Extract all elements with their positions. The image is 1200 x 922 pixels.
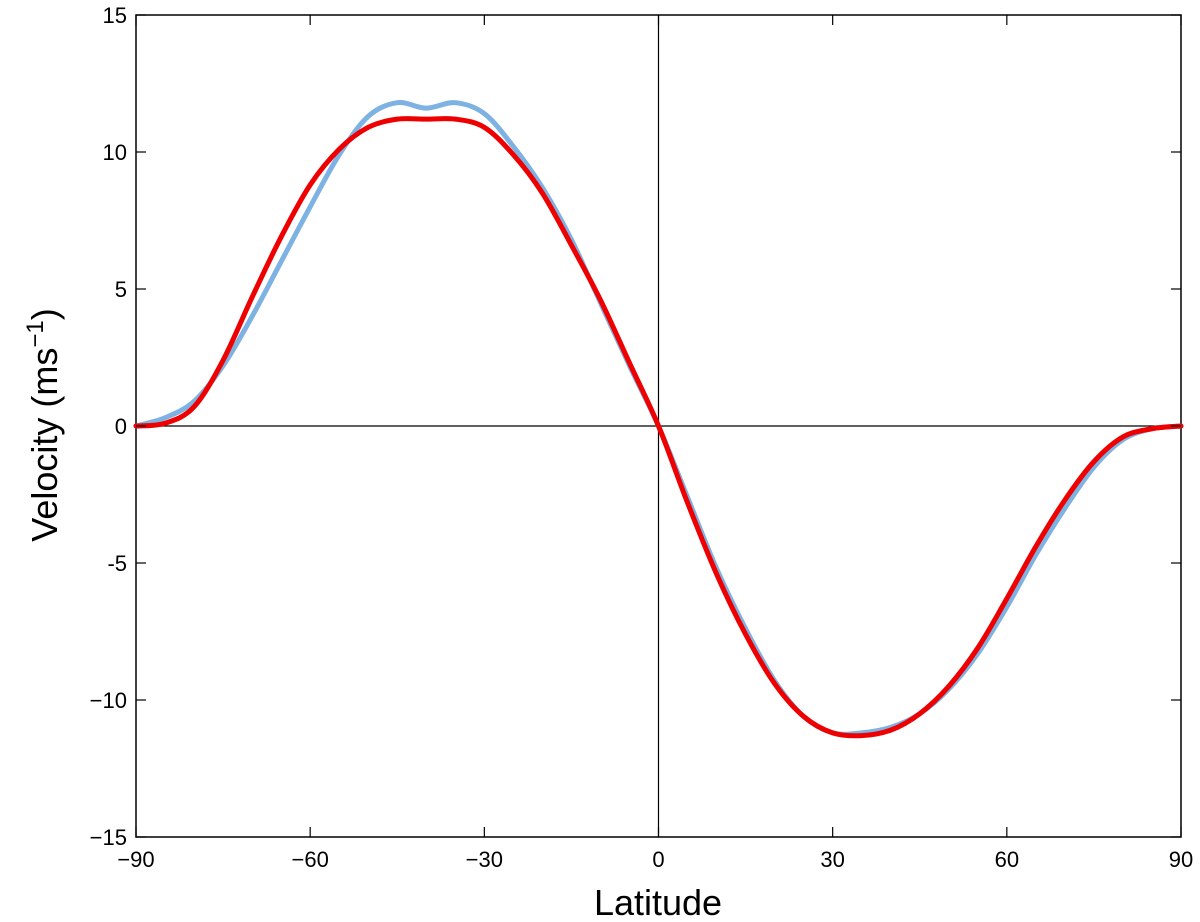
y-tick-label: 5 (115, 277, 127, 302)
y-axis-title-superscript: −1 (22, 320, 49, 347)
series-layer (133, 100, 1184, 739)
x-tick-label: 0 (652, 847, 664, 872)
y-tick-label: 15 (103, 3, 127, 28)
y-tick-label: 0 (115, 414, 127, 439)
y-tick-label: −15 (90, 825, 127, 850)
y-axis-title-suffix: ) (24, 308, 65, 320)
series-line-2 (133, 116, 1184, 739)
x-tick-label: −30 (466, 847, 503, 872)
x-tick-label: −90 (117, 847, 154, 872)
y-tick-label: 10 (103, 140, 127, 165)
x-axis-title: Latitude (594, 882, 722, 922)
x-tick-label: −60 (292, 847, 329, 872)
ticks-layer: −90 −60 −30 0 30 60 90 −15 −10 -5 0 5 10 15 (90, 3, 1194, 872)
y-axis-title-prefix: Velocity (ms (24, 348, 65, 542)
x-tick-label: 60 (995, 847, 1019, 872)
y-tick-label: −10 (90, 688, 127, 713)
x-tick-label: 30 (820, 847, 844, 872)
y-axis-title: Velocity (ms−1) (22, 308, 65, 541)
y-tick-label: -5 (107, 551, 127, 576)
x-tick-label: 90 (1169, 847, 1193, 872)
